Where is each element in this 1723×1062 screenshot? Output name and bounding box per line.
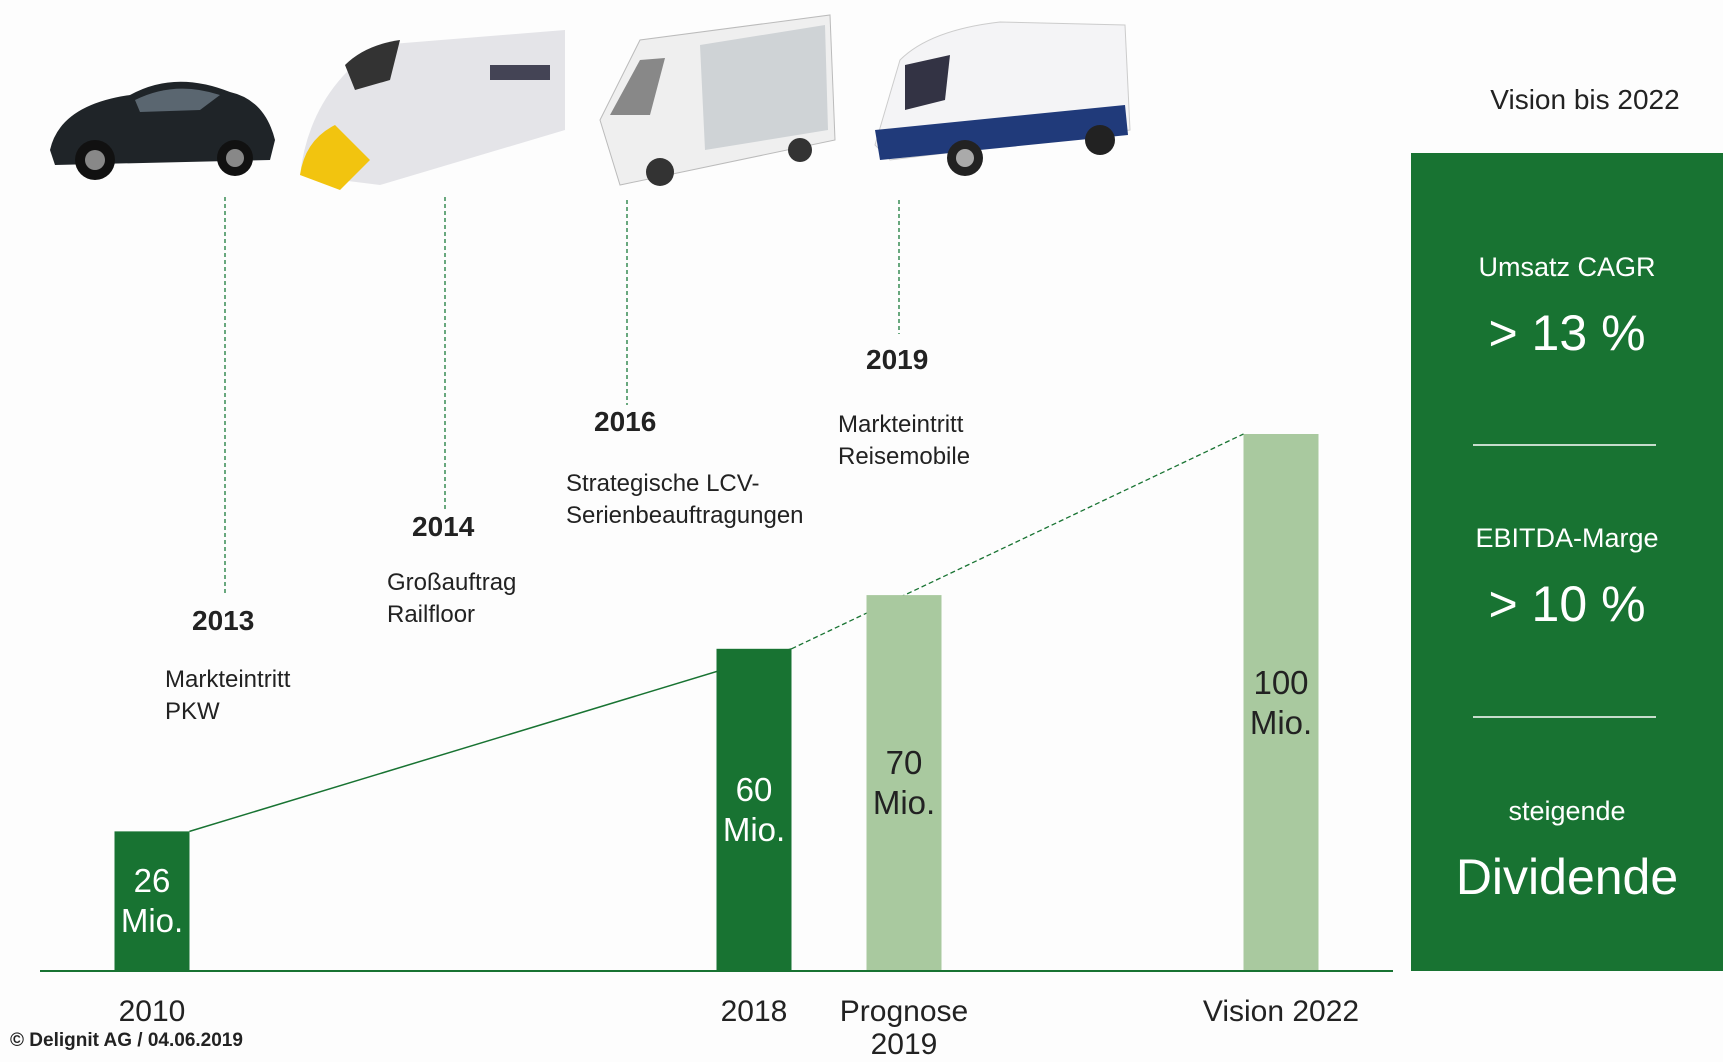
kpi-value: > 13 % bbox=[1488, 305, 1646, 361]
footer: © Delignit AG / 04.06.2019 bbox=[10, 1030, 243, 1051]
car-image bbox=[50, 81, 275, 180]
timeline-year: 2019 bbox=[866, 344, 929, 375]
van-image bbox=[599, 14, 836, 186]
bar bbox=[716, 648, 792, 971]
value-label: 60 Mio. bbox=[722, 770, 786, 848]
camper-image bbox=[874, 21, 1131, 176]
kpi-value: > 10 % bbox=[1488, 576, 1646, 632]
kpi-value: Dividende bbox=[1455, 849, 1679, 905]
bar bbox=[1243, 434, 1319, 971]
sidebar-heading: Vision bis 2022 bbox=[1490, 84, 1680, 115]
value-label: 100 Mio. bbox=[1249, 663, 1313, 741]
x-tick-label: 2010 bbox=[118, 995, 186, 1028]
trend-line bbox=[189, 648, 792, 833]
x-tick-label: Prognose 2019 bbox=[839, 995, 969, 1061]
timeline-text: Markteintritt Reisemobile bbox=[838, 411, 971, 470]
kpi-label: steigende bbox=[1508, 796, 1626, 826]
timeline-connectors bbox=[224, 197, 900, 596]
value-label: 70 Mio. bbox=[872, 744, 936, 822]
x-tick-label: 2018 bbox=[720, 995, 788, 1028]
sidebar-panel bbox=[1411, 153, 1723, 971]
timeline-year: 2014 bbox=[412, 511, 475, 542]
timeline-year: 2013 bbox=[192, 605, 255, 636]
x-tick-label: Vision 2022 bbox=[1202, 995, 1360, 1028]
bar bbox=[866, 595, 942, 971]
kpi-label: EBITDA-Marge bbox=[1475, 523, 1659, 553]
timeline-text: Großauftrag Railfloor bbox=[387, 569, 517, 628]
timeline-text: Strategische LCV-Serienbeauftragungen bbox=[566, 470, 804, 529]
bar bbox=[114, 831, 190, 971]
value-label: 26 Mio. bbox=[120, 862, 184, 940]
kpi-label: Umsatz CAGR bbox=[1478, 252, 1656, 282]
train-image bbox=[300, 30, 565, 190]
timeline-year: 2016 bbox=[594, 406, 657, 437]
timeline-text: Markteintritt PKW bbox=[165, 666, 291, 725]
